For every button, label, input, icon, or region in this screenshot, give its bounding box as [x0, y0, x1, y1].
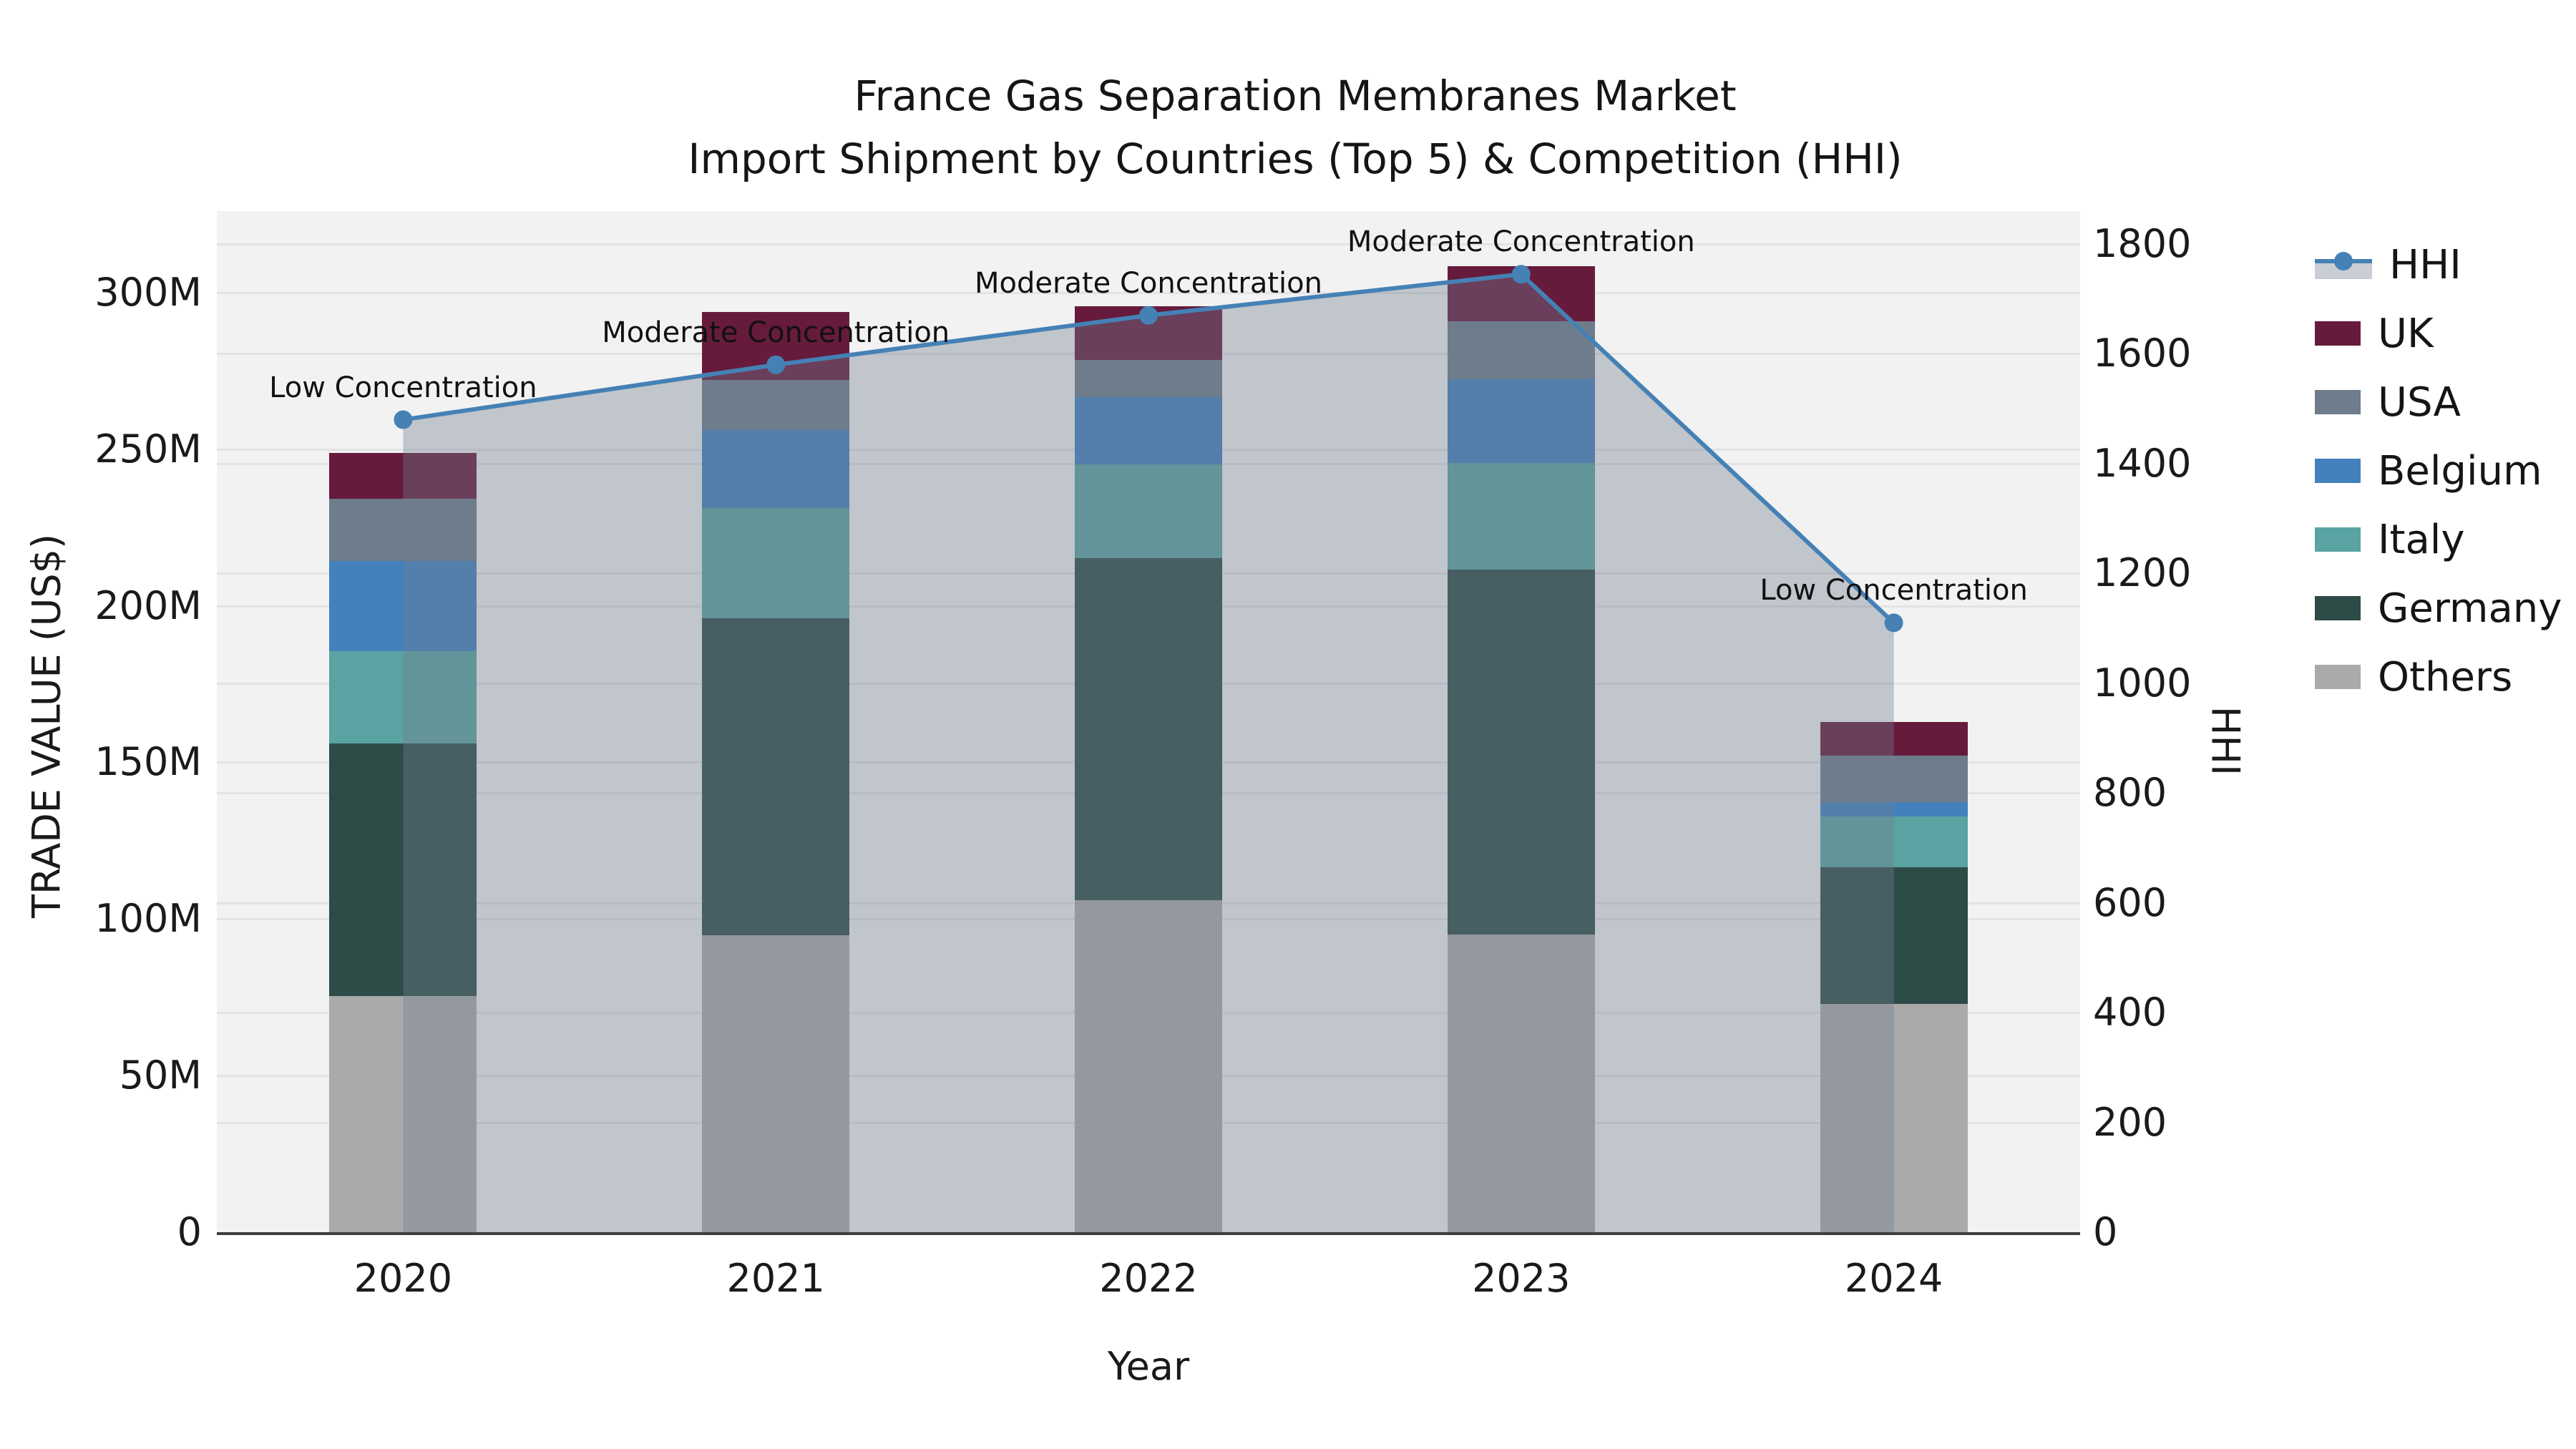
legend-swatch-uk [2315, 321, 2361, 346]
bar-2021-belgium [702, 429, 850, 509]
legend-label-italy: Italy [2378, 516, 2465, 563]
bar-2024-others [1820, 1004, 1968, 1232]
bar-2023-italy [1447, 463, 1595, 570]
bar-2021-italy [702, 508, 850, 618]
x-tick-2020: 2020 [353, 1256, 453, 1301]
bar-2020-germany [329, 743, 477, 997]
legend-label-belgium: Belgium [2378, 447, 2542, 494]
bar-2020-italy [329, 651, 477, 744]
bar-2022-usa [1075, 360, 1222, 397]
bar-2020-belgium [329, 561, 477, 651]
legend-label-usa: USA [2378, 379, 2461, 426]
bar-2024-italy [1820, 816, 1968, 868]
right-tick-0: 0 [2093, 1209, 2118, 1254]
legend-label-uk: UK [2378, 310, 2434, 357]
legend: HHI UK USA Belgium Italy Germany Others [2315, 230, 2572, 711]
right-tick-1600: 1600 [2093, 331, 2192, 376]
bar-2020-uk [329, 453, 477, 499]
bar-2020-usa [329, 498, 477, 562]
legend-swatch-germany [2315, 596, 2361, 620]
left-tick-0: 0 [177, 1209, 202, 1254]
bar-2023-germany [1447, 569, 1595, 935]
bar-2022-germany [1075, 558, 1222, 900]
legend-item-belgium: Belgium [2315, 436, 2572, 505]
right-tick-1200: 1200 [2093, 550, 2192, 596]
right-axis-title: HHI [2202, 706, 2248, 776]
right-tick-600: 600 [2093, 879, 2167, 925]
annotation-2021: Moderate Concentration [602, 316, 950, 349]
bar-2024-belgium [1820, 801, 1968, 817]
legend-item-germany: Germany [2315, 574, 2572, 643]
left-tick-200M: 200M [94, 582, 202, 628]
x-tick-2024: 2024 [1844, 1256, 1943, 1301]
bar-2023-belgium [1447, 379, 1595, 464]
annotation-2024: Low Concentration [1760, 574, 2028, 608]
bar-2022-uk [1075, 306, 1222, 361]
x-axis-title: Year [1107, 1344, 1190, 1389]
bar-2021-usa [702, 380, 850, 430]
legend-item-hhi: HHI [2315, 230, 2572, 299]
legend-label-hhi: HHI [2389, 241, 2462, 288]
x-tick-2022: 2022 [1099, 1256, 1198, 1301]
legend-swatch-belgium [2315, 459, 2361, 483]
hhi-marker-swatch [2334, 252, 2353, 270]
bar-2024-usa [1820, 756, 1968, 802]
legend-swatch-usa [2315, 390, 2361, 414]
annotation-2022: Moderate Concentration [975, 266, 1322, 300]
bar-2022-italy [1075, 464, 1222, 559]
annotation-2020: Low Concentration [269, 371, 537, 404]
right-tick-800: 800 [2093, 770, 2167, 816]
legend-swatch-italy [2315, 527, 2361, 552]
left-tick-100M: 100M [94, 896, 202, 942]
right-tick-1400: 1400 [2093, 440, 2192, 486]
right-tick-200: 200 [2093, 1099, 2167, 1145]
left-tick-250M: 250M [94, 426, 202, 472]
bar-2023-others [1447, 934, 1595, 1232]
legend-label-germany: Germany [2378, 585, 2562, 632]
gridline-right-1800 [217, 243, 2080, 246]
legend-item-others: Others [2315, 643, 2572, 711]
left-tick-50M: 50M [119, 1053, 202, 1098]
legend-label-others: Others [2378, 653, 2513, 701]
hhi-legend-handle [2315, 250, 2372, 279]
bar-2024-germany [1820, 867, 1968, 1005]
bar-2021-germany [702, 618, 850, 936]
right-tick-1800: 1800 [2093, 221, 2192, 267]
legend-item-italy: Italy [2315, 505, 2572, 574]
chart-title: France Gas Separation Membranes Market [854, 72, 1737, 120]
right-tick-400: 400 [2093, 990, 2167, 1035]
bar-2020-others [329, 996, 477, 1232]
bar-2022-belgium [1075, 396, 1222, 465]
left-axis-title: TRADE VALUE (US$) [24, 533, 69, 919]
bar-2021-others [702, 935, 850, 1232]
bar-2024-uk [1820, 721, 1968, 756]
bar-2023-uk [1447, 265, 1595, 322]
left-tick-300M: 300M [94, 269, 202, 315]
annotation-2023: Moderate Concentration [1347, 225, 1695, 259]
legend-item-usa: USA [2315, 368, 2572, 436]
bar-2022-others [1075, 900, 1222, 1232]
right-tick-1000: 1000 [2093, 660, 2192, 706]
legend-swatch-others [2315, 665, 2361, 689]
left-tick-150M: 150M [94, 739, 202, 785]
x-axis-line [217, 1232, 2080, 1235]
bar-2023-usa [1447, 321, 1595, 379]
x-tick-2021: 2021 [726, 1256, 825, 1301]
x-tick-2023: 2023 [1472, 1256, 1571, 1301]
legend-item-uk: UK [2315, 299, 2572, 368]
chart-subtitle: Import Shipment by Countries (Top 5) & C… [688, 135, 1903, 183]
